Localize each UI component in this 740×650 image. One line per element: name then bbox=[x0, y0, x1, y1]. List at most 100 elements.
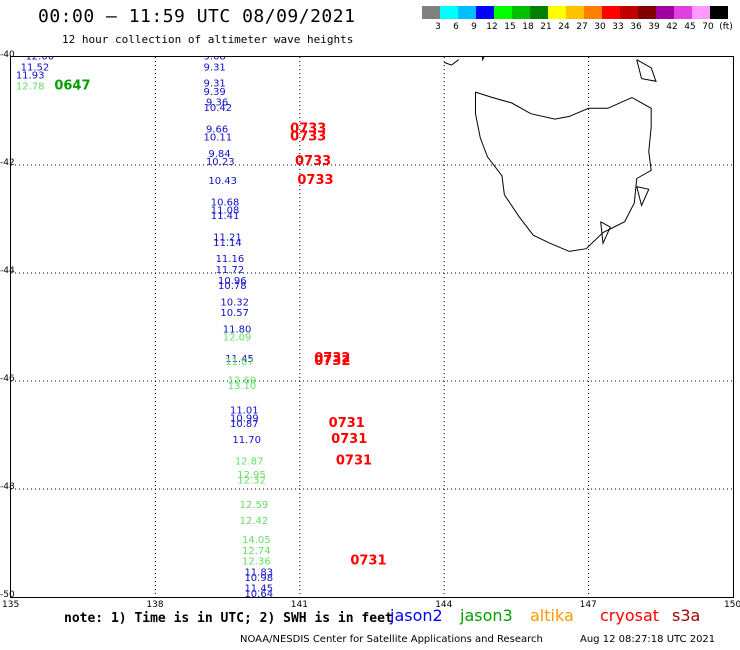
swh-label: 14.05 bbox=[242, 535, 271, 546]
colorbar-swatch bbox=[602, 6, 620, 19]
map-plot-area: 12.00 11.52 11.93 12.78 0647 9.08 9.31 9.31 9.39… bbox=[10, 56, 734, 598]
y-tick-label: -48 bbox=[0, 482, 15, 492]
colorbar-label: 45 bbox=[684, 22, 696, 32]
swh-label: 11.80 bbox=[223, 324, 252, 335]
time-label: 0733 bbox=[290, 130, 326, 145]
colorbar-swatch bbox=[476, 6, 494, 19]
swh-label: 12.42 bbox=[240, 516, 269, 527]
y-tick-label: -46 bbox=[0, 374, 15, 384]
swh-label: 10.78 bbox=[218, 281, 247, 292]
swh-label: 10.32 bbox=[220, 297, 249, 308]
y-tick-label: -40 bbox=[0, 50, 15, 60]
colorbar-label: 36 bbox=[630, 22, 642, 32]
satellite-legend-item: s3a bbox=[672, 606, 701, 625]
colorbar-label: 12 bbox=[486, 22, 498, 32]
swh-label: 9.08 bbox=[204, 57, 226, 63]
map-title: 00:00 — 11:59 UTC 08/09/2021 bbox=[38, 6, 356, 27]
swh-label: 9.36 bbox=[206, 98, 228, 109]
colorbar-swatch bbox=[620, 6, 638, 19]
island-outline bbox=[481, 57, 485, 62]
satellite-legend-item: cryosat bbox=[600, 606, 660, 625]
colorbar-label: 9 bbox=[471, 22, 477, 32]
x-tick-label: 138 bbox=[146, 600, 164, 610]
credit-text: NOAA/NESDIS Center for Satellite Applica… bbox=[240, 634, 543, 645]
colorbar-swatch bbox=[458, 6, 476, 19]
swh-label: 11.14 bbox=[213, 238, 242, 249]
swh-label: 10.98 bbox=[244, 573, 273, 584]
time-label: 0731 bbox=[331, 432, 367, 447]
colorbar-label: 27 bbox=[576, 22, 588, 32]
swh-label: 11.70 bbox=[232, 435, 261, 446]
satellite-legend-item: altika bbox=[530, 606, 574, 625]
map-subtitle: 12 hour collection of altimeter wave hei… bbox=[62, 33, 354, 46]
colorbar-label: 33 bbox=[612, 22, 624, 32]
swh-label: 12.69 bbox=[228, 376, 257, 387]
swh-label: 9.84 bbox=[208, 149, 230, 160]
satellite-legend-item: jason2 bbox=[390, 606, 443, 625]
time-label: 0733 bbox=[297, 173, 333, 188]
y-tick-label: -44 bbox=[0, 266, 15, 276]
swh-label: 11.41 bbox=[211, 211, 240, 222]
swh-label: 12.00 bbox=[25, 57, 54, 63]
swh-label: 10.11 bbox=[204, 133, 233, 144]
time-label: 0733 bbox=[295, 154, 331, 169]
swh-label: 10.99 bbox=[230, 414, 259, 425]
swh-label: 10.42 bbox=[204, 103, 233, 114]
x-tick-label: 135 bbox=[2, 600, 20, 610]
colorbar-swatch bbox=[548, 6, 566, 19]
colorbar-label: (ft) bbox=[719, 22, 733, 32]
footer-note: note: 1) Time is in UTC; 2) SWH is in fe… bbox=[64, 611, 393, 626]
colorbar-label: 15 bbox=[504, 22, 516, 32]
x-tick-label: 144 bbox=[435, 600, 453, 610]
colorbar-swatch bbox=[710, 6, 728, 19]
swh-label: 11.08 bbox=[211, 206, 240, 217]
swh-label: 9.39 bbox=[204, 87, 226, 98]
swh-label: 12.32 bbox=[237, 476, 266, 487]
satellite-legend-item: jason3 bbox=[460, 606, 513, 625]
swh-label: 10.87 bbox=[230, 419, 259, 430]
swh-label: 11.16 bbox=[216, 254, 245, 265]
colorbar-swatch bbox=[656, 6, 674, 19]
island-outline bbox=[600, 221, 611, 246]
generation-timestamp: Aug 12 08:27:18 UTC 2021 bbox=[580, 634, 716, 645]
swh-label: 9.31 bbox=[204, 79, 226, 90]
coastline-fragment bbox=[444, 59, 459, 66]
swh-label: 10.68 bbox=[211, 198, 240, 209]
swh-label: 12.95 bbox=[237, 470, 266, 481]
swh-label: 11.45 bbox=[244, 584, 273, 595]
swh-label: 10.23 bbox=[206, 157, 235, 168]
island-outline bbox=[636, 186, 650, 208]
swh-label: 11.93 bbox=[16, 71, 45, 82]
swh-label: 10.64 bbox=[244, 589, 273, 597]
swh-label: 12.59 bbox=[240, 500, 269, 511]
colorbar-label: 39 bbox=[648, 22, 660, 32]
colorbar-swatch bbox=[692, 6, 710, 19]
swh-label: 12.78 bbox=[16, 81, 45, 92]
colorbar-label: 6 bbox=[453, 22, 459, 32]
swh-label: 12.87 bbox=[235, 457, 264, 468]
time-label: 0732 bbox=[314, 351, 350, 366]
colorbar-swatch bbox=[674, 6, 692, 19]
colorbar-label: 30 bbox=[594, 22, 606, 32]
colorbar-label: 24 bbox=[558, 22, 570, 32]
swh-label: 9.31 bbox=[204, 63, 226, 74]
swh-label: 11.01 bbox=[230, 405, 259, 416]
time-label: 0733 bbox=[290, 122, 326, 137]
island-outline bbox=[636, 59, 657, 82]
time-label: 0732 bbox=[314, 354, 350, 369]
swh-label: 11.21 bbox=[213, 233, 242, 244]
swh-label: 12.36 bbox=[242, 557, 271, 568]
swh-label: 9.66 bbox=[206, 125, 228, 136]
swh-label: 11.83 bbox=[244, 567, 273, 578]
colorbar-swatch bbox=[584, 6, 602, 19]
x-tick-label: 150 bbox=[724, 600, 740, 610]
swh-label: 13.10 bbox=[228, 381, 257, 392]
swh-label: 10.57 bbox=[220, 308, 249, 319]
colorbar-label: 18 bbox=[522, 22, 534, 32]
colorbar-label: 70 bbox=[702, 22, 714, 32]
colorbar-swatch bbox=[638, 6, 656, 19]
colorbar-swatch bbox=[512, 6, 530, 19]
y-tick-label: -42 bbox=[0, 158, 15, 168]
swh-label: 11.07 bbox=[225, 357, 254, 368]
